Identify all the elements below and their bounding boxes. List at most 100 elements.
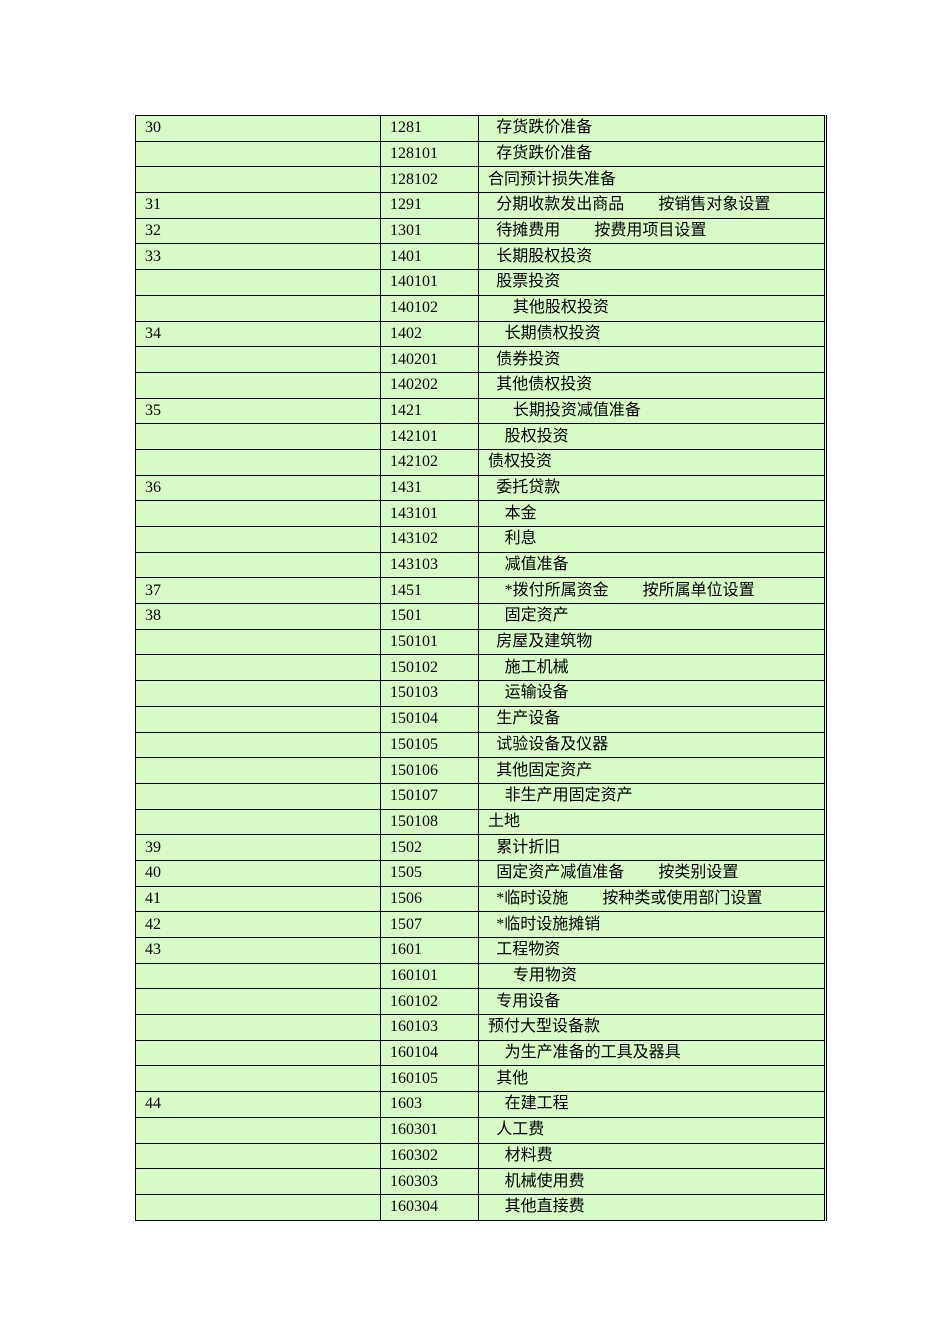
account-code-cell: 150107	[380, 782, 479, 810]
account-name-cell: 其他	[478, 1065, 826, 1093]
row-number-cell	[135, 140, 381, 168]
account-code-cell: 140201	[380, 346, 479, 373]
account-name-cell: 长期投资减值准备	[478, 397, 826, 425]
row-number-cell	[135, 1168, 381, 1195]
account-name: 减值准备	[504, 556, 569, 574]
account-name-cell: 施工机械	[478, 654, 826, 682]
account-name: 专用设备	[496, 992, 561, 1010]
row-number-cell	[135, 166, 381, 194]
account-name: 试验设备及仪器	[496, 735, 609, 753]
account-code-cell: 160101	[380, 962, 479, 990]
account-name: 为生产准备的工具及器具	[504, 1044, 681, 1062]
account-code-cell: 1421	[380, 397, 479, 425]
table-row: 128101 存货跌价准备	[135, 140, 826, 168]
row-number-cell	[135, 654, 381, 682]
account-name-cell: *拨付所属资金 按所属单位设置	[478, 577, 826, 605]
row-number-cell	[135, 808, 381, 836]
account-name: 固定资产减值准备	[496, 864, 625, 882]
row-number-cell: 40	[135, 859, 381, 887]
account-code-cell: 160104	[380, 1039, 479, 1067]
account-code-cell: 150101	[380, 628, 479, 656]
table-row: 36 1431 委托贷款	[135, 474, 826, 502]
account-code-cell: 150104	[380, 705, 479, 733]
account-name-cell: 分期收款发出商品 按销售对象设置	[478, 192, 826, 219]
account-name: 材料费	[504, 1146, 553, 1164]
row-number-cell: 43	[135, 937, 381, 964]
account-name: 本金	[504, 504, 537, 522]
account-name: *拨付所属资金	[504, 581, 609, 599]
account-name-cell: 委托贷款	[478, 474, 826, 502]
row-number-cell	[135, 1142, 381, 1170]
account-name-cell: 存货跌价准备	[478, 140, 826, 168]
account-name: 其他直接费	[504, 1198, 585, 1216]
table-row: 38 1501 固定资产	[135, 603, 826, 630]
account-name: 机械使用费	[504, 1172, 585, 1190]
account-name: 预付大型设备款	[488, 1018, 601, 1036]
table-row: 160104 为生产准备的工具及器具	[135, 1039, 826, 1067]
table-row: 140201 债券投资	[135, 346, 826, 373]
table-row: 140202 其他债权投资	[135, 371, 826, 399]
account-code-cell: 128101	[380, 140, 479, 168]
account-name-cell: 专用设备	[478, 988, 826, 1016]
account-code-table: 30 1281 存货跌价准备 128101 存货跌价准备 128102 合同预计损失准备 31…	[135, 115, 827, 1221]
table-row: 41 1506 *临时设施 按种类或使用部门设置	[135, 885, 826, 913]
account-code-cell: 140101	[380, 269, 479, 296]
account-code-cell: 160304	[380, 1193, 479, 1221]
row-number-cell	[135, 757, 381, 784]
account-name-cell: 其他债权投资	[478, 371, 826, 399]
account-code-cell: 1431	[380, 474, 479, 502]
account-code-cell: 128102	[380, 166, 479, 194]
account-code-cell: 143101	[380, 500, 479, 527]
account-name-cell: 固定资产减值准备 按类别设置	[478, 859, 826, 887]
table-row: 160301 人工费	[135, 1116, 826, 1144]
account-code-cell: 1291	[380, 192, 479, 219]
table-row: 143103 减值准备	[135, 551, 826, 579]
table-row: 43 1601 工程物资	[135, 937, 826, 964]
account-name: 委托贷款	[496, 478, 561, 496]
account-name-cell: 工程物资	[478, 937, 826, 964]
row-number-cell	[135, 500, 381, 527]
account-name: *临时设施	[496, 889, 569, 907]
account-code-cell: 1501	[380, 603, 479, 630]
row-number-cell: 32	[135, 217, 381, 245]
account-code-cell: 142101	[380, 423, 479, 450]
account-name-cell: 生产设备	[478, 705, 826, 733]
table-row: 150106 其他固定资产	[135, 757, 826, 784]
account-name: 合同预计损失准备	[488, 170, 617, 188]
account-name-cell: 运输设备	[478, 680, 826, 707]
account-name-cell: 长期债权投资	[478, 320, 826, 348]
table-row: 30 1281 存货跌价准备	[135, 115, 826, 142]
account-note: 按费用项目设置	[594, 222, 707, 240]
table-row: 160304 其他直接费	[135, 1193, 826, 1221]
account-name: 工程物资	[496, 941, 561, 959]
account-code-cell: 1281	[380, 115, 479, 142]
account-name-cell: 为生产准备的工具及器具	[478, 1039, 826, 1067]
table-row: 160102 专用设备	[135, 988, 826, 1016]
table-row: 40 1505 固定资产减值准备 按类别设置	[135, 859, 826, 887]
table-row: 143102 利息	[135, 526, 826, 553]
table-row: 142101 股权投资	[135, 423, 826, 450]
account-code-cell: 160102	[380, 988, 479, 1016]
account-code-cell: 140102	[380, 294, 479, 322]
account-name: 土地	[488, 812, 521, 830]
row-number-cell	[135, 628, 381, 656]
account-code-cell: 1506	[380, 885, 479, 913]
account-name: 长期投资减值准备	[512, 401, 641, 419]
table-row: 160101 专用物资	[135, 962, 826, 990]
account-name: 债权投资	[488, 453, 553, 471]
table-row: 160105 其他	[135, 1065, 826, 1093]
table-row: 142102 债权投资	[135, 448, 826, 476]
account-name-cell: 利息	[478, 526, 826, 553]
row-number-cell	[135, 269, 381, 296]
account-note: 按种类或使用部门设置	[602, 889, 763, 907]
account-name-cell: 材料费	[478, 1142, 826, 1170]
row-number-cell: 30	[135, 115, 381, 142]
account-name: 其他	[496, 1069, 529, 1087]
account-name-cell: 机械使用费	[478, 1168, 826, 1195]
account-code-cell: 1301	[380, 217, 479, 245]
table-row: 37 1451 *拨付所属资金 按所属单位设置	[135, 577, 826, 605]
account-note: 按销售对象设置	[658, 196, 771, 214]
row-number-cell: 33	[135, 243, 381, 271]
row-number-cell	[135, 1039, 381, 1067]
account-name-cell: 债权投资	[478, 448, 826, 476]
